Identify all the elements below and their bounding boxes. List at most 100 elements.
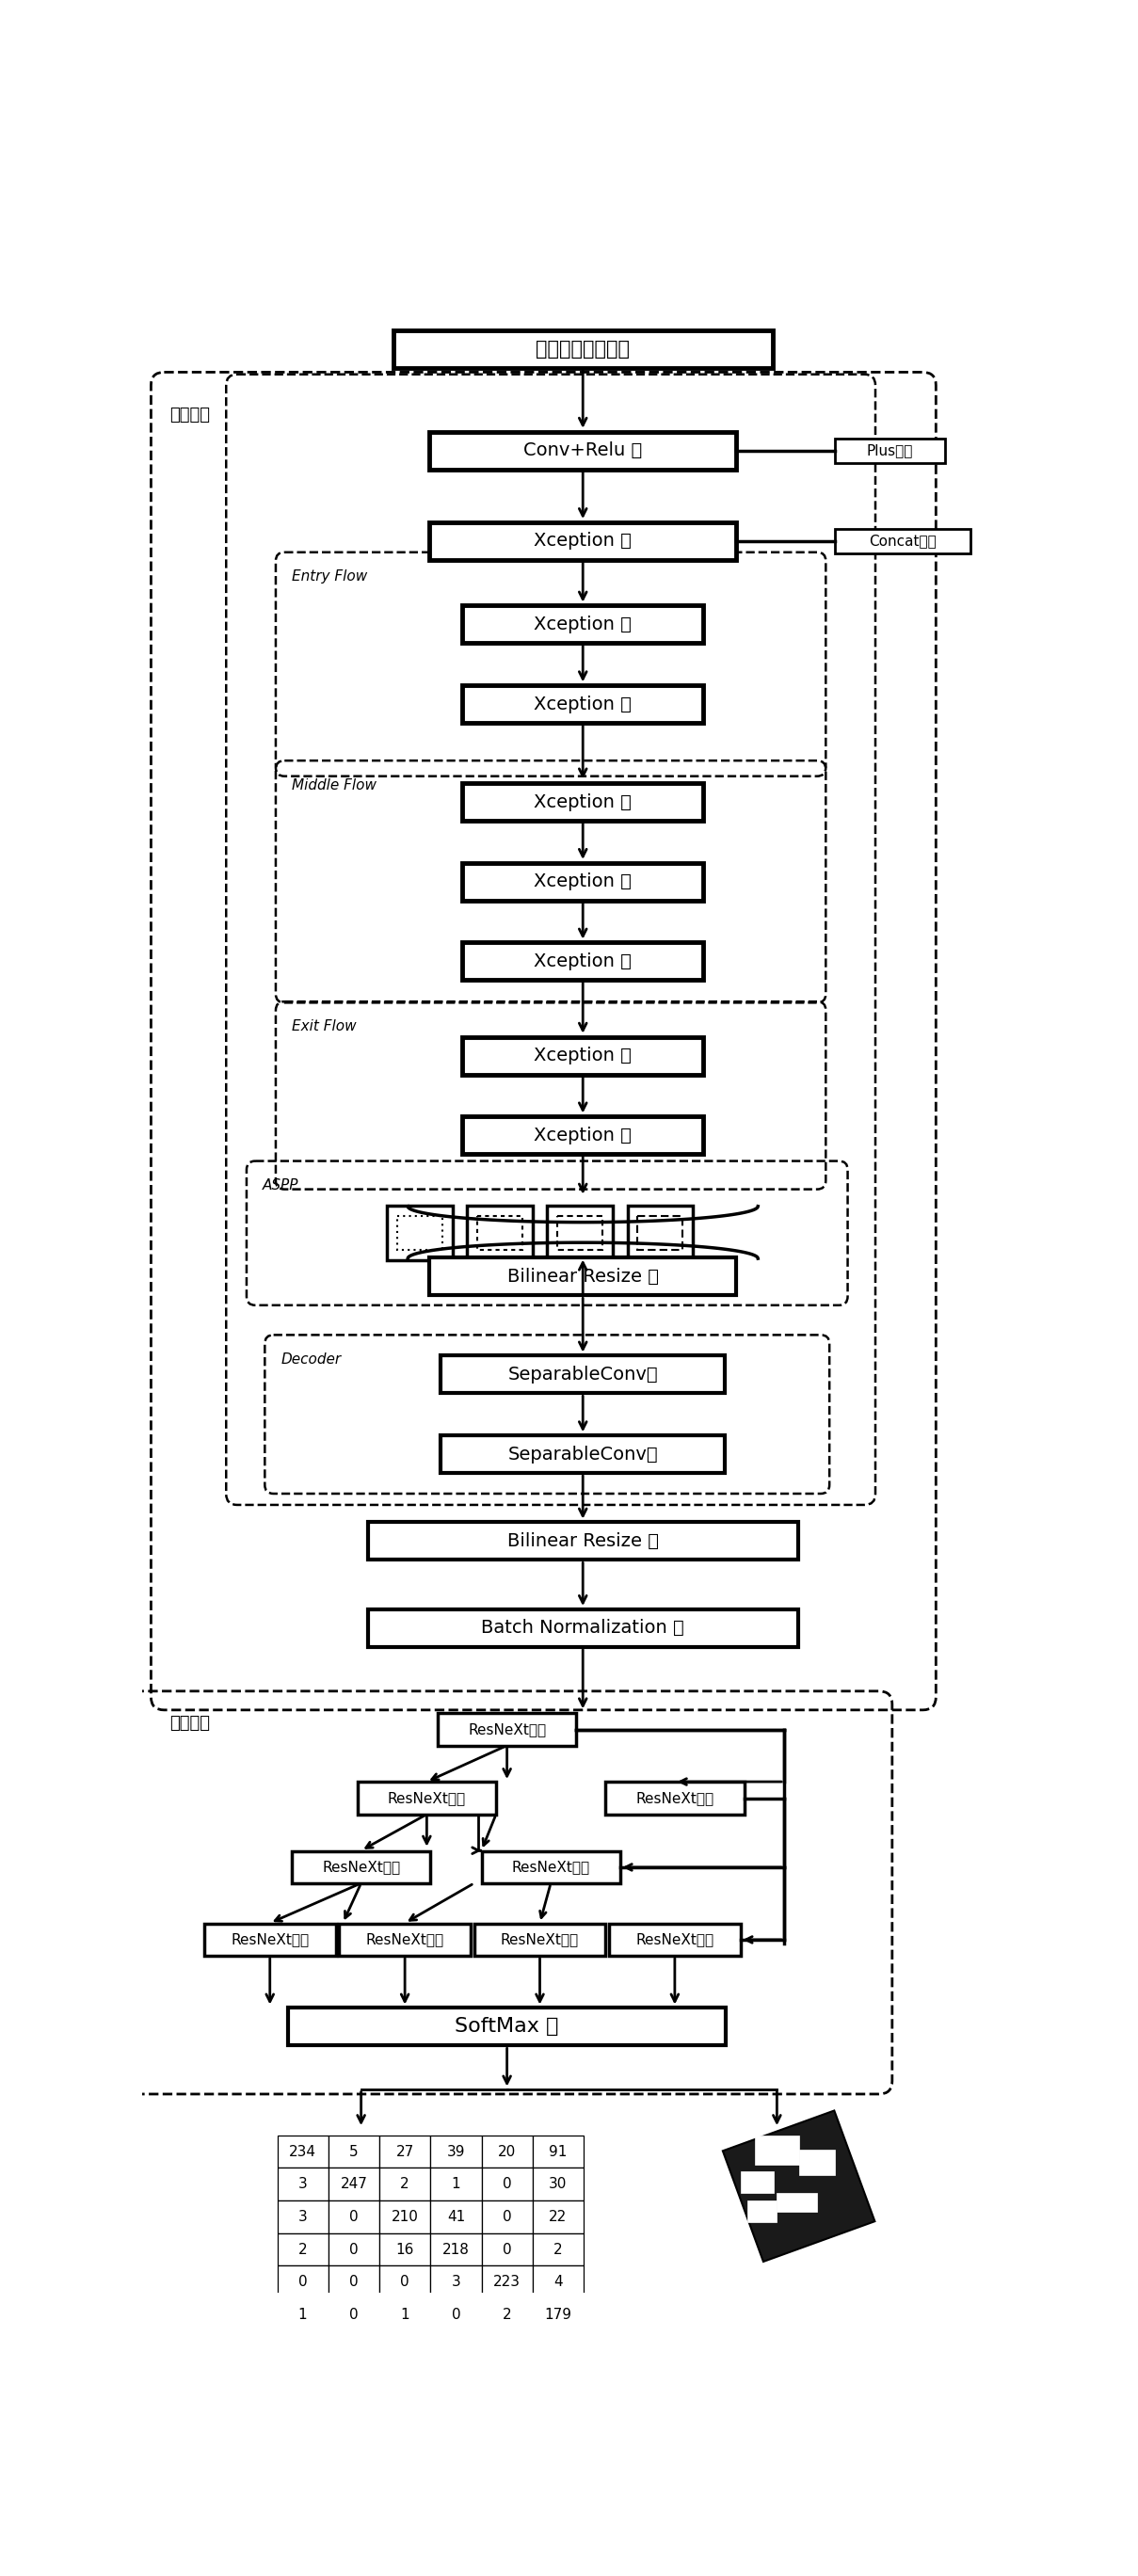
Bar — [328, 2267, 379, 2298]
Text: 0: 0 — [401, 2275, 410, 2290]
Bar — [339, 1924, 470, 1955]
Bar — [328, 2200, 379, 2233]
Text: ResNeXt单元: ResNeXt单元 — [512, 1860, 589, 1875]
Bar — [368, 1610, 798, 1646]
Text: 0: 0 — [298, 2275, 307, 2290]
Bar — [609, 1924, 741, 1955]
Bar — [430, 1257, 736, 1296]
Bar — [481, 2267, 533, 2298]
Bar — [533, 2136, 584, 2169]
Bar — [462, 943, 703, 981]
Bar — [328, 2298, 379, 2331]
Bar — [430, 433, 736, 469]
Text: SeparableConv块: SeparableConv块 — [508, 1445, 658, 1463]
Text: Concat连接: Concat连接 — [868, 533, 937, 549]
Text: ResNeXt单元: ResNeXt单元 — [636, 1790, 714, 1806]
Text: ResNeXt单元: ResNeXt单元 — [388, 1790, 465, 1806]
Bar — [430, 523, 736, 559]
Text: 2: 2 — [298, 2244, 307, 2257]
Bar — [799, 2151, 835, 2174]
Bar — [394, 330, 773, 368]
Text: SeparableConv块: SeparableConv块 — [508, 1365, 658, 1383]
Text: 原始遥感图像输入: 原始遥感图像输入 — [536, 340, 630, 358]
Bar — [533, 2169, 584, 2200]
Text: 210: 210 — [391, 2210, 419, 2223]
Text: Xception 块: Xception 块 — [534, 1126, 632, 1144]
Bar — [835, 528, 971, 554]
Bar — [533, 2298, 584, 2331]
Bar — [440, 1435, 725, 1473]
Text: 3: 3 — [298, 2210, 307, 2223]
Bar — [278, 2298, 328, 2331]
Text: Batch Normalization 块: Batch Normalization 块 — [481, 1620, 684, 1636]
Bar — [481, 2169, 533, 2200]
Bar — [462, 605, 703, 644]
Bar — [440, 1355, 725, 1394]
Text: Exit Flow: Exit Flow — [291, 1020, 356, 1033]
Text: ResNeXt单元: ResNeXt单元 — [501, 1932, 579, 1947]
Bar — [278, 2169, 328, 2200]
Bar — [462, 1115, 703, 1154]
Bar — [278, 2200, 328, 2233]
Bar — [204, 1924, 336, 1955]
Text: Xception 块: Xception 块 — [534, 533, 632, 549]
Text: ResNeXt单元: ResNeXt单元 — [322, 1860, 401, 1875]
Bar — [481, 2298, 533, 2331]
Text: Decoder: Decoder — [281, 1352, 341, 1365]
Bar — [777, 2192, 817, 2210]
Bar — [533, 2267, 584, 2298]
Bar — [430, 2169, 481, 2200]
Text: SoftMax 层: SoftMax 层 — [455, 2017, 559, 2035]
Bar — [462, 1036, 703, 1074]
Bar — [278, 2267, 328, 2298]
Bar — [328, 2136, 379, 2169]
Bar — [379, 2233, 430, 2267]
Text: 0: 0 — [503, 2177, 511, 2192]
Text: Entry Flow: Entry Flow — [291, 569, 368, 585]
Text: 0: 0 — [503, 2210, 511, 2223]
Text: 2: 2 — [503, 2308, 511, 2321]
Text: 41: 41 — [447, 2210, 465, 2223]
Bar — [637, 1216, 683, 1249]
Text: 1: 1 — [452, 2177, 461, 2192]
Bar — [379, 2298, 430, 2331]
Bar — [481, 1852, 620, 1883]
Bar — [328, 2169, 379, 2200]
Bar — [379, 2200, 430, 2233]
Text: 4: 4 — [553, 2275, 562, 2290]
Bar — [291, 1852, 430, 1883]
Text: ASPP: ASPP — [263, 1177, 299, 1193]
Bar — [288, 2007, 726, 2045]
Text: Middle Flow: Middle Flow — [291, 778, 377, 793]
Text: 0: 0 — [349, 2308, 358, 2321]
Bar — [462, 783, 703, 822]
Bar — [533, 2200, 584, 2233]
Text: Xception 块: Xception 块 — [534, 696, 632, 714]
Text: 分割模块: 分割模块 — [170, 407, 211, 425]
Text: Conv+Relu 块: Conv+Relu 块 — [523, 440, 642, 459]
Bar — [547, 1206, 612, 1260]
Text: Xception 块: Xception 块 — [534, 616, 632, 634]
Text: 234: 234 — [289, 2146, 316, 2159]
Bar — [477, 1216, 522, 1249]
Text: 5: 5 — [349, 2146, 358, 2159]
Text: Bilinear Resize 块: Bilinear Resize 块 — [508, 1267, 659, 1285]
Text: 3: 3 — [452, 2275, 461, 2290]
Text: 91: 91 — [549, 2146, 567, 2159]
Bar — [475, 1924, 605, 1955]
Text: Plus连接: Plus连接 — [867, 443, 913, 459]
Bar — [438, 1713, 576, 1747]
Text: 22: 22 — [549, 2210, 567, 2223]
Bar — [379, 2136, 430, 2169]
Bar — [379, 2267, 430, 2298]
Text: 2: 2 — [401, 2177, 410, 2192]
Text: Xception 块: Xception 块 — [534, 1046, 632, 1064]
Bar — [533, 2233, 584, 2267]
Text: 0: 0 — [349, 2244, 358, 2257]
Text: 1: 1 — [401, 2308, 410, 2321]
Bar — [397, 1216, 442, 1249]
Bar — [357, 1783, 496, 1814]
Bar — [430, 2200, 481, 2233]
Bar — [462, 863, 703, 902]
Text: ResNeXt单元: ResNeXt单元 — [365, 1932, 444, 1947]
